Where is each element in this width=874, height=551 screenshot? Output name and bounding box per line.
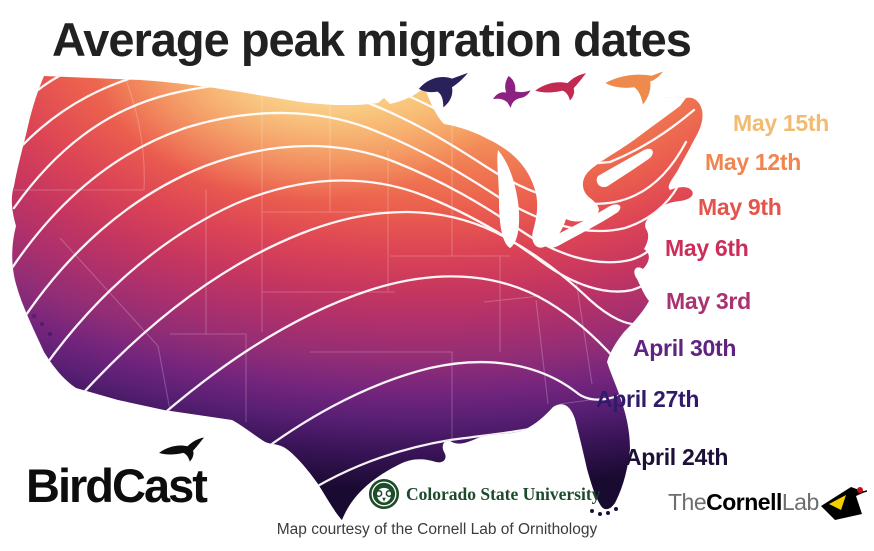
contour-lines [11, 76, 696, 502]
date-label-may-9: May 9th [698, 194, 782, 220]
contour-line [238, 360, 630, 470]
lake-ontario-shape [596, 148, 653, 188]
contour-line [11, 111, 680, 270]
csu-logo-label: Colorado State University [406, 483, 601, 504]
cornell-lab-wordmark: TheCornellLab [668, 488, 819, 515]
gradient-hotspot [95, 76, 525, 200]
csu-ram-icon [368, 478, 400, 510]
bird-silhouette-icon-1 [418, 72, 468, 108]
bird-silhouette-icon-2 [493, 76, 531, 108]
lake-erie-shape [544, 204, 621, 248]
bird-silhouette-icon-4 [605, 71, 664, 105]
state-borders [14, 79, 621, 440]
date-label-april-24: April 24th [625, 444, 729, 470]
birdcast-bird-icon [159, 437, 204, 462]
contour-line [14, 144, 664, 332]
bird-silhouette-icon-3 [535, 73, 587, 101]
contour-line [30, 179, 658, 387]
birdcast-logo: BirdCast [26, 459, 208, 512]
us-map-shape [11, 76, 703, 520]
date-label-may-6: May 6th [665, 235, 749, 261]
date-label-april-27: April 27th [596, 386, 700, 412]
cornell-lab-logo: TheCornellLab [668, 482, 867, 522]
date-label-april-30: April 30th [633, 335, 737, 361]
flying-birds-row [418, 71, 664, 108]
contour-line [73, 210, 642, 404]
great-lakes-shape [424, 86, 686, 248]
date-label-may-15: May 15th [733, 110, 830, 136]
map-caption: Map courtesy of the Cornell Lab of Ornit… [276, 521, 598, 538]
csu-logo: Colorado State University [368, 478, 600, 510]
contour-line [12, 81, 688, 210]
cornell-sapsucker-icon [820, 487, 867, 520]
date-label-may-12: May 12th [705, 149, 802, 175]
island-dots [31, 313, 618, 516]
page-title: Average peak migration dates [52, 13, 692, 66]
lake-michigan-shape [497, 150, 520, 248]
date-label-may-3: May 3rd [666, 288, 751, 314]
